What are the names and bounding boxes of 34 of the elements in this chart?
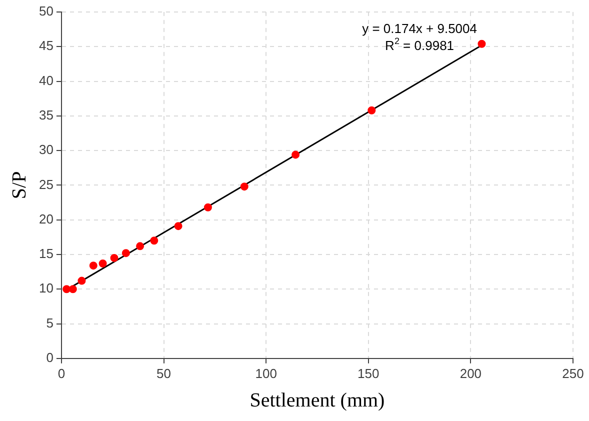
y-tick-label: 25: [38, 176, 54, 192]
y-tick-label: 5: [46, 315, 54, 330]
y-tick-label: 45: [38, 38, 54, 54]
x-tick-label: 250: [562, 366, 584, 381]
point: [122, 249, 130, 258]
point: [78, 276, 86, 285]
x-axis-title: Settlement (mm): [250, 389, 385, 412]
point: [150, 236, 158, 245]
point: [240, 182, 248, 191]
point: [204, 203, 212, 212]
x-tick-label: 50: [156, 366, 171, 381]
point: [174, 222, 182, 230]
x-tick-label: 200: [460, 366, 482, 381]
annotation: y = 0.174x + 9.5004: [362, 20, 478, 36]
point: [136, 242, 144, 250]
x-tick-label: 100: [255, 366, 277, 381]
y-tick-label: 0: [46, 350, 54, 365]
y-axis-title: S/P: [8, 171, 30, 200]
point: [89, 262, 98, 270]
point: [478, 40, 486, 48]
point: [68, 285, 77, 294]
y-tick-label: 20: [38, 211, 54, 226]
x-tick-label: 0: [58, 366, 66, 381]
point: [110, 254, 118, 262]
y-tick-label: 15: [38, 246, 54, 262]
y-tick-label: 35: [38, 108, 54, 122]
y-tick-label: 10: [38, 280, 54, 296]
x-tick-label: 150: [358, 366, 380, 381]
y-tick-label: 40: [38, 72, 54, 88]
y-tick-label: 50: [38, 4, 54, 19]
point: [368, 106, 376, 114]
point: [98, 259, 107, 268]
y-tick-label: 30: [38, 142, 54, 158]
point: [292, 150, 300, 159]
